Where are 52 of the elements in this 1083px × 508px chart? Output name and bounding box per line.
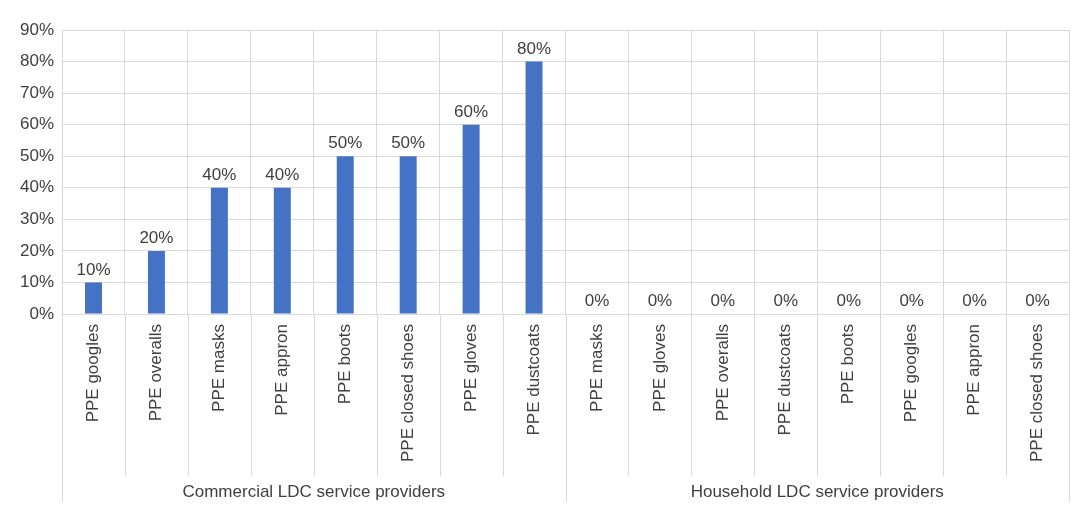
y-tick-label: 50% (19, 145, 55, 165)
data-label: 0% (836, 291, 862, 311)
y-tick-label: 10% (19, 272, 55, 292)
x-tick-label: PPE boots (334, 324, 354, 405)
y-tick-label: 20% (19, 240, 55, 260)
data-label: 0% (1025, 291, 1050, 311)
x-tick-label: PPE dustcoats (775, 324, 795, 436)
data-label: 50% (328, 133, 363, 153)
y-tick-label: 80% (19, 51, 55, 71)
x-tick-label: PPE googles (901, 324, 921, 423)
y-tick-label: 70% (19, 82, 55, 102)
data-label: 0% (647, 291, 673, 311)
x-tick-label: PPE gloves (460, 324, 480, 412)
bar (85, 282, 102, 314)
x-tick-label: PPE appron (964, 324, 984, 416)
bar (273, 187, 291, 314)
x-tick-label: PPE appron (271, 324, 291, 416)
x-tick-label: PPE masks (209, 324, 229, 412)
y-tick-label: 30% (19, 209, 55, 229)
data-label: 0% (899, 291, 924, 311)
text: Commercial LDC service providers (182, 481, 446, 501)
data-label: 0% (710, 291, 736, 311)
bar (462, 124, 480, 314)
bar (147, 250, 165, 314)
data-label: 60% (454, 101, 489, 121)
x-tick-label: PPE masks (586, 324, 606, 412)
x-tick-label: PPE dustcoats (523, 324, 543, 436)
x-tick-label: PPE overalls (712, 324, 732, 422)
data-label: 50% (391, 133, 426, 153)
data-label: 10% (76, 259, 111, 279)
bar (210, 187, 228, 314)
x-tick-label: PPE googles (83, 324, 103, 423)
y-tick-label: 0% (29, 303, 55, 323)
data-label: 0% (584, 291, 610, 311)
x-tick-label: PPE closed shoes (397, 324, 417, 462)
data-label: 20% (139, 228, 174, 248)
text: Household LDC service providers (690, 481, 944, 501)
data-label: 40% (265, 164, 300, 184)
bar (336, 156, 354, 314)
bar (525, 61, 543, 314)
x-tick-label: PPE boots (838, 324, 858, 405)
bar (399, 156, 417, 314)
data-label: 0% (962, 291, 987, 311)
data-label: 0% (773, 291, 799, 311)
y-tick-label: 90% (19, 19, 55, 39)
x-tick-label: PPE overalls (146, 324, 166, 422)
y-tick-label: 60% (19, 114, 55, 134)
data-label: 80% (517, 38, 552, 58)
y-tick-label: 40% (19, 177, 55, 197)
x-tick-label: PPE gloves (649, 324, 669, 412)
data-label: 40% (202, 164, 237, 184)
x-tick-label: PPE closed shoes (1027, 324, 1047, 462)
